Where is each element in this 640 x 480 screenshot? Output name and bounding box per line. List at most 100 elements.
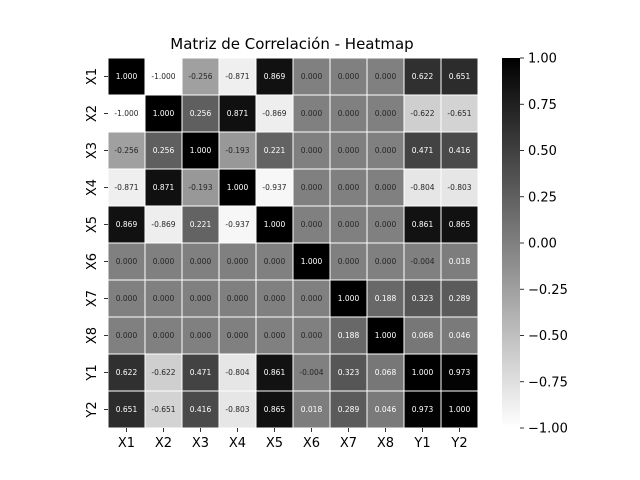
cell-value-label: 0.000 [301, 146, 323, 155]
cell-value-label: 0.000 [301, 72, 323, 81]
cell-value-label: 0.865 [449, 220, 471, 229]
y-tick-label: X5 [85, 216, 100, 233]
cell-value-label: 0.651 [449, 72, 471, 81]
cell-value-label: 0.416 [449, 146, 471, 155]
x-tick-label: X8 [377, 436, 394, 451]
heatmap-cell [107, 242, 146, 281]
heatmap-cell [329, 94, 368, 133]
cell-value-label: 0.000 [375, 183, 397, 192]
heatmap-cell [366, 94, 405, 133]
colorbar-tick-label: −0.75 [528, 375, 568, 390]
cell-value-label: 0.000 [116, 257, 138, 266]
heatmap-cells: 1.000 -1.000 -0.256 -0.871 0.869 0.000 0.000 0.… [107, 57, 479, 429]
cell-value-label: 0.000 [338, 72, 360, 81]
cell-value-label: -0.804 [225, 368, 249, 377]
heatmap-cell [403, 316, 442, 355]
heatmap-cell [440, 131, 479, 170]
cell-value-label: 0.018 [449, 257, 471, 266]
cell-value-label: -0.803 [225, 405, 249, 414]
cell-value-label: 0.000 [227, 294, 249, 303]
heatmap-cell [366, 316, 405, 355]
heatmap-cell [144, 57, 183, 96]
cell-value-label: -0.622 [151, 368, 175, 377]
colorbar-tick-label: −0.50 [528, 329, 568, 344]
x-tick-label: X6 [303, 436, 320, 451]
cell-value-label: 0.416 [190, 405, 212, 414]
cell-value-label: 0.871 [153, 183, 175, 192]
x-tick-label: X7 [340, 436, 357, 451]
cell-value-label: 0.046 [449, 331, 471, 340]
cell-value-label: 0.256 [153, 146, 175, 155]
cell-value-label: 0.000 [227, 257, 249, 266]
cell-value-label: 0.471 [412, 146, 434, 155]
heatmap-cell [181, 316, 220, 355]
cell-value-label: 0.000 [190, 331, 212, 340]
heatmap-cell [144, 205, 183, 244]
cell-value-label: -0.804 [410, 183, 434, 192]
cell-value-label: -0.937 [262, 183, 286, 192]
cell-value-label: 0.622 [116, 368, 138, 377]
heatmap-cell [292, 57, 331, 96]
y-tick-label: X8 [85, 327, 100, 344]
cell-value-label: 0.000 [338, 109, 360, 118]
cell-value-label: 0.323 [338, 368, 360, 377]
heatmap-cell [181, 131, 220, 170]
heatmap-cell [366, 131, 405, 170]
cell-value-label: 0.000 [116, 294, 138, 303]
cell-value-label: 0.000 [153, 331, 175, 340]
heatmap-cell [292, 242, 331, 281]
cell-value-label: 1.000 [375, 331, 397, 340]
cell-value-label: 0.068 [412, 331, 434, 340]
heatmap-cell [218, 353, 257, 392]
cell-value-label: 0.000 [301, 294, 323, 303]
heatmap-cell [292, 390, 331, 429]
cell-value-label: 0.000 [190, 294, 212, 303]
cell-value-label: -0.651 [447, 109, 471, 118]
cell-value-label: -0.869 [151, 220, 175, 229]
cell-value-label: 0.000 [301, 220, 323, 229]
cell-value-label: 0.289 [449, 294, 471, 303]
cell-value-label: 0.871 [227, 109, 249, 118]
cell-value-label: 0.869 [264, 72, 286, 81]
x-axis-ticks: X1 X2 X3 X4 X5 X6 X7 X8 Y1 Y2 [118, 428, 468, 451]
cell-value-label: 0.000 [301, 183, 323, 192]
cell-value-label: -0.651 [151, 405, 175, 414]
cell-value-label: 0.000 [301, 109, 323, 118]
colorbar-tick-label: −1.00 [528, 422, 568, 437]
x-tick-label: X2 [155, 436, 172, 451]
cell-value-label: 0.861 [412, 220, 434, 229]
cell-value-label: 0.000 [264, 294, 286, 303]
heatmap-cell [292, 316, 331, 355]
cell-value-label: 0.471 [190, 368, 212, 377]
heatmap-cell [366, 390, 405, 429]
cell-value-label: -0.193 [225, 146, 249, 155]
heatmap-cell [255, 390, 294, 429]
heatmap-cell [292, 168, 331, 207]
cell-value-label: 0.622 [412, 72, 434, 81]
heatmap-cell [440, 57, 479, 96]
heatmap-cell [292, 205, 331, 244]
cell-value-label: 0.221 [190, 220, 212, 229]
colorbar-tick-label: 0.25 [528, 190, 557, 205]
cell-value-label: 0.221 [264, 146, 286, 155]
cell-value-label: -0.004 [299, 368, 323, 377]
y-tick-label: X1 [85, 68, 100, 85]
heatmap-cell [329, 353, 368, 392]
heatmap-cell [440, 94, 479, 133]
x-tick-label: Y1 [413, 436, 430, 451]
cell-value-label: -0.871 [114, 183, 138, 192]
cell-value-label: -1.000 [114, 109, 138, 118]
heatmap-cell [366, 279, 405, 318]
cell-value-label: 0.046 [375, 405, 397, 414]
heatmap-cell [329, 390, 368, 429]
cell-value-label: 0.869 [116, 220, 138, 229]
heatmap-cell [366, 57, 405, 96]
cell-value-label: 0.289 [338, 405, 360, 414]
heatmap-cell [403, 205, 442, 244]
cell-value-label: 0.000 [116, 331, 138, 340]
cell-value-label: -0.869 [262, 109, 286, 118]
y-tick-label: X2 [85, 105, 100, 122]
cell-value-label: 0.000 [338, 146, 360, 155]
heatmap-cell [329, 279, 368, 318]
